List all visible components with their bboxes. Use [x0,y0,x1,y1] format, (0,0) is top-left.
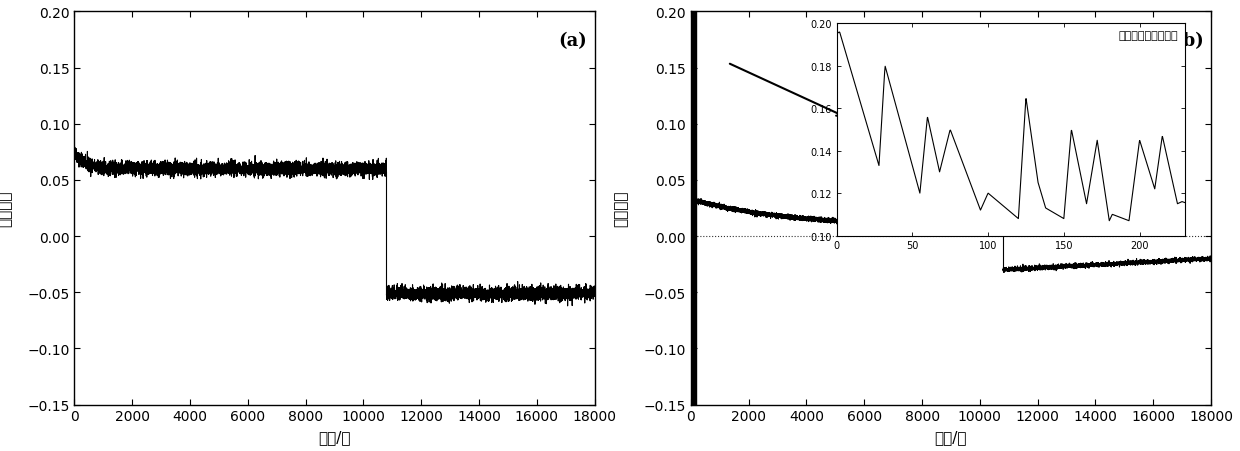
Y-axis label: 摩擦系数: 摩擦系数 [0,190,12,227]
X-axis label: 时间/秒: 时间/秒 [935,429,967,444]
Polygon shape [691,13,696,405]
X-axis label: 时间/秒: 时间/秒 [319,429,351,444]
Y-axis label: 摩擦系数: 摩擦系数 [614,190,629,227]
Text: (a): (a) [558,32,587,50]
Text: (b): (b) [1174,32,1204,50]
